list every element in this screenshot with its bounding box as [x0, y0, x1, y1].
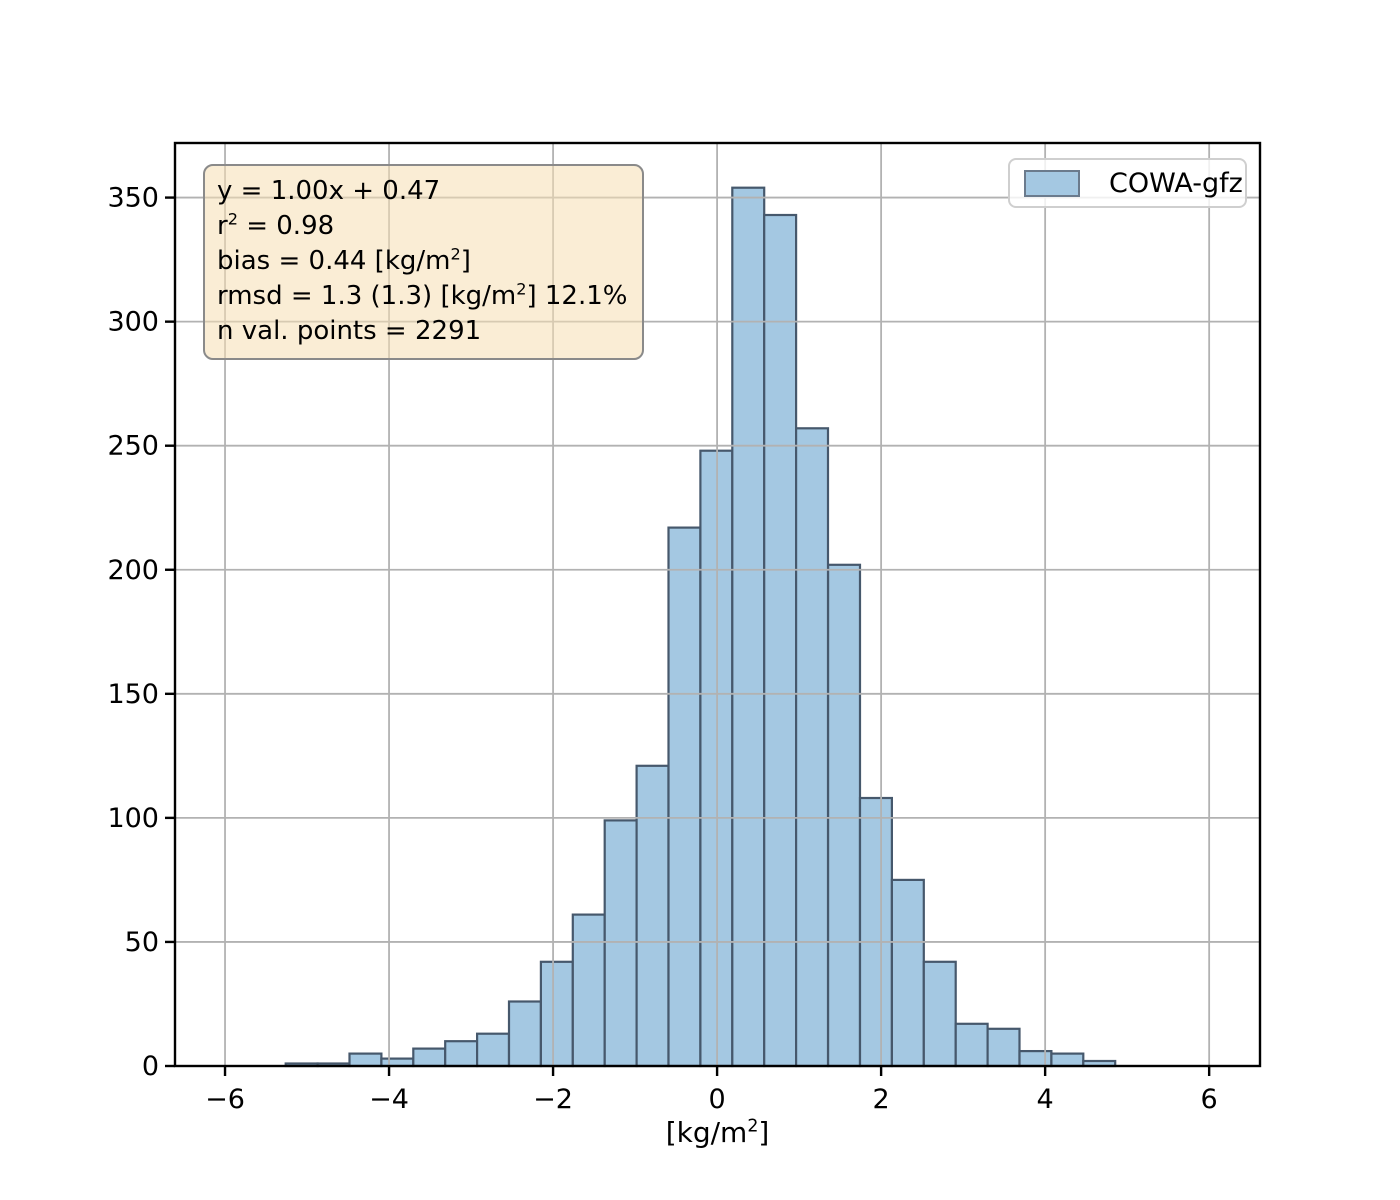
histogram-bar: [922, 960, 957, 1068]
histogram-bar: [1050, 1052, 1085, 1068]
stats-line: y = 1.00x + 0.47: [217, 176, 441, 206]
y-axis-tick-label: 250: [107, 431, 159, 462]
histogram-bar: [507, 1000, 542, 1068]
stats-annotation-box: y = 1.00x + 0.47 r2 = 0.98 bias = 0.44 [kg…: [203, 164, 644, 360]
superscript-2: 2: [227, 209, 238, 229]
histogram-bar: [794, 427, 830, 1068]
histogram-bar: [763, 213, 798, 1068]
x-axis-tick-label: 4: [1037, 1084, 1054, 1115]
legend: COWA-gfz: [1008, 158, 1247, 208]
histogram-bar: [890, 878, 925, 1068]
superscript-2: 2: [516, 279, 527, 299]
y-axis-tick-label: 100: [107, 803, 159, 834]
x-axis-tick-label: −4: [369, 1084, 409, 1115]
y-axis-tick-label: 350: [107, 183, 159, 214]
histogram-bar: [571, 913, 606, 1068]
stats-line: rmsd = 1.3 (1.3) [kg/m2] 12.1%: [217, 279, 628, 311]
x-axis-tick-label: 2: [873, 1084, 890, 1115]
histogram-bar: [348, 1052, 383, 1068]
histogram-bar: [826, 563, 862, 1068]
histogram-bar: [667, 526, 702, 1068]
x-axis-tick-label: −2: [533, 1084, 573, 1115]
x-axis-label: [kg/m2]: [665, 1116, 770, 1149]
histogram-bar: [986, 1027, 1021, 1068]
histogram-bar: [476, 1032, 511, 1068]
histogram-bar: [412, 1047, 447, 1068]
histogram-bar: [539, 960, 574, 1068]
x-axis-tick-label: 6: [1201, 1084, 1218, 1115]
superscript-2: 2: [747, 1116, 759, 1137]
y-axis-tick-label: 50: [125, 927, 159, 958]
histogram-bar: [954, 1022, 989, 1068]
y-axis-tick-label: 200: [107, 555, 159, 586]
histogram-bar: [444, 1040, 479, 1068]
y-axis-tick-label: 0: [142, 1051, 159, 1082]
stats-line: r2 = 0.98: [217, 209, 335, 241]
stats-line: bias = 0.44 [kg/m2]: [217, 244, 471, 276]
superscript-2: 2: [450, 244, 461, 264]
legend-label: COWA-gfz: [1109, 167, 1243, 199]
legend-swatch: [1024, 169, 1080, 197]
x-axis-tick-label: −6: [205, 1084, 245, 1115]
stats-line: n val. points = 2291: [217, 316, 482, 346]
histogram-bar: [731, 186, 766, 1068]
histogram-bar: [1018, 1049, 1053, 1068]
histogram-bar: [858, 796, 893, 1068]
histogram-bar: [635, 764, 670, 1068]
y-axis-tick-label: 150: [107, 679, 159, 710]
x-axis-tick-label: 0: [708, 1084, 725, 1115]
y-axis-tick-label: 300: [107, 307, 159, 338]
histogram-bar: [603, 819, 638, 1068]
